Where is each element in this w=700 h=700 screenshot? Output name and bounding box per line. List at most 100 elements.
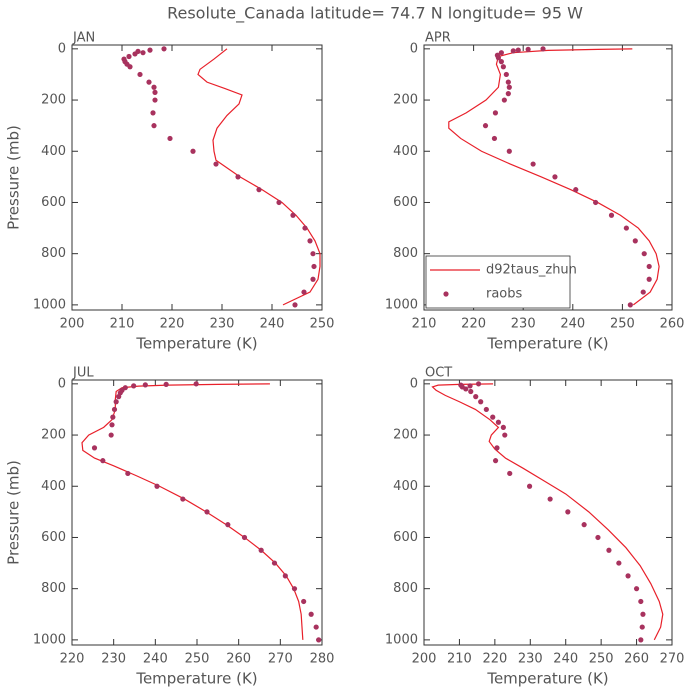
series-line (197, 48, 321, 306)
y-tick-label: 800 (41, 246, 66, 261)
series-line (431, 383, 664, 641)
y-tick-label: 0 (410, 376, 418, 391)
legend-swatch (443, 291, 449, 297)
y-tick-label: 600 (41, 195, 66, 210)
data-point (506, 84, 512, 90)
data-point (91, 445, 98, 451)
data-point (505, 79, 511, 85)
y-tick-label: 800 (393, 246, 418, 261)
y-tick-label: 1000 (33, 297, 66, 312)
panel-label: OCT (425, 366, 452, 381)
data-point (163, 381, 169, 387)
x-axis-label: Temperature (K) (486, 335, 608, 353)
data-point (573, 187, 579, 193)
x-tick-label: 210 (110, 317, 135, 332)
x-tick-label: 230 (210, 317, 235, 332)
data-point (308, 611, 314, 617)
x-tick-label: 230 (101, 652, 126, 667)
data-point (498, 59, 504, 65)
y-tick-label: 400 (41, 144, 66, 159)
data-point (126, 53, 132, 60)
data-point (565, 509, 571, 515)
data-point (646, 263, 652, 270)
x-tick-label: 220 (482, 652, 507, 667)
x-tick-label: 250 (589, 652, 614, 667)
x-tick-label: 250 (185, 652, 210, 667)
x-tick-label: 220 (160, 317, 185, 332)
data-point (127, 64, 133, 70)
data-point (507, 470, 513, 477)
data-point (109, 422, 115, 428)
x-tick-label: 270 (660, 652, 685, 667)
x-tick-label: 270 (268, 652, 293, 667)
data-point (581, 522, 587, 528)
data-point (146, 79, 152, 85)
data-point (152, 89, 158, 95)
data-point (495, 419, 501, 425)
plot-frame (71, 379, 323, 646)
legend-box (425, 255, 571, 309)
x-tick-label: 200 (60, 317, 85, 332)
data-point (256, 187, 262, 193)
data-point (495, 55, 501, 61)
data-point (608, 212, 615, 218)
data-point (125, 470, 131, 477)
data-point (204, 509, 210, 515)
data-point (632, 238, 638, 244)
data-point (552, 174, 558, 180)
data-point (547, 496, 553, 502)
data-point (463, 386, 469, 392)
data-point (606, 547, 612, 553)
panel-label: JUL (72, 366, 94, 381)
panel-label: JAN (72, 31, 95, 46)
data-point (530, 161, 536, 167)
data-point (132, 51, 138, 57)
x-tick-label: 230 (518, 652, 543, 667)
data-point (492, 458, 499, 464)
data-point (161, 46, 167, 52)
data-point (593, 199, 599, 206)
y-tick-label: 200 (41, 93, 66, 108)
data-point (490, 414, 496, 420)
data-point (137, 71, 143, 78)
y-tick-label: 600 (393, 530, 418, 545)
data-point (633, 586, 640, 592)
series-line (81, 383, 304, 640)
data-point (638, 637, 644, 643)
data-point (167, 135, 173, 142)
data-point (506, 148, 512, 154)
data-point (313, 624, 319, 630)
data-point (113, 399, 119, 405)
y-axis-label: Pressure (mb) (5, 125, 23, 230)
data-point (282, 573, 288, 579)
y-tick-label: 0 (58, 41, 66, 56)
y-tick-label: 600 (41, 530, 66, 545)
x-tick-label: 280 (310, 652, 335, 667)
data-point (646, 276, 652, 282)
y-tick-label: 0 (410, 41, 418, 56)
data-point (491, 135, 498, 142)
x-tick-label: 200 (412, 652, 437, 667)
y-tick-label: 400 (393, 479, 418, 494)
data-point (154, 483, 160, 489)
data-point (150, 110, 156, 116)
data-point (276, 199, 282, 206)
data-point (301, 598, 307, 605)
data-point (147, 47, 153, 53)
data-point (526, 483, 533, 489)
x-tick-label: 230 (511, 317, 536, 332)
x-tick-label: 220 (461, 317, 486, 332)
x-tick-label: 240 (143, 652, 168, 667)
data-point (307, 238, 313, 244)
data-point (142, 382, 148, 388)
legend-label: raobs (486, 287, 523, 302)
x-tick-label: 240 (553, 652, 578, 667)
data-point (638, 598, 644, 605)
data-point (311, 263, 317, 270)
data-point (540, 46, 546, 52)
data-point (640, 611, 646, 617)
y-tick-label: 200 (41, 428, 66, 443)
data-point (100, 458, 106, 464)
data-point (510, 48, 516, 54)
